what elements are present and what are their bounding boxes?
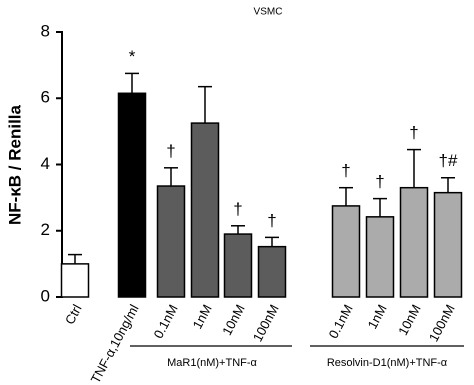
x-tick-label: 10nM — [219, 302, 248, 338]
bar — [223, 233, 253, 298]
significance-marker: † — [233, 199, 242, 218]
bar — [433, 191, 463, 298]
x-tick-label: 0.1nM — [150, 302, 180, 341]
significance-marker: †# — [439, 151, 458, 170]
bar — [365, 216, 395, 298]
significance-marker: † — [375, 172, 384, 191]
x-tick-label: TNF-α,10ng/ml — [88, 302, 142, 385]
x-tick-label: 10nM — [395, 302, 424, 338]
x-tick-label: Ctrl — [62, 302, 85, 327]
bar — [156, 185, 186, 298]
bar — [399, 186, 429, 298]
y-axis-label: NF-κB / Renilla — [5, 104, 24, 225]
bar — [190, 122, 220, 298]
significance-marker: † — [267, 211, 276, 230]
significance-marker: † — [409, 123, 418, 142]
chart-title: VSMC — [254, 7, 283, 18]
significance-marker: * — [129, 47, 136, 66]
bar — [257, 245, 287, 298]
bar — [117, 92, 147, 298]
y-tick-label: 8 — [41, 21, 50, 40]
significance-marker: † — [166, 141, 175, 160]
x-tick-label: 100nM — [426, 302, 458, 344]
bar — [60, 263, 90, 298]
group-label: MaR1(nM)+TNF-α — [167, 357, 257, 369]
x-tick-label: 0.1nM — [325, 302, 355, 341]
bar — [331, 205, 361, 298]
x-tick-label: 1nM — [190, 302, 215, 331]
y-tick-label: 6 — [41, 88, 50, 107]
y-tick-label: 2 — [41, 220, 50, 239]
y-tick-label: 0 — [41, 286, 50, 305]
significance-marker: † — [341, 161, 350, 180]
x-tick-label: 1nM — [365, 302, 390, 331]
x-tick-label: 100nM — [250, 302, 282, 344]
group-label: Resolvin-D1(nM)+TNF-α — [327, 357, 448, 369]
y-tick-label: 4 — [41, 154, 50, 173]
